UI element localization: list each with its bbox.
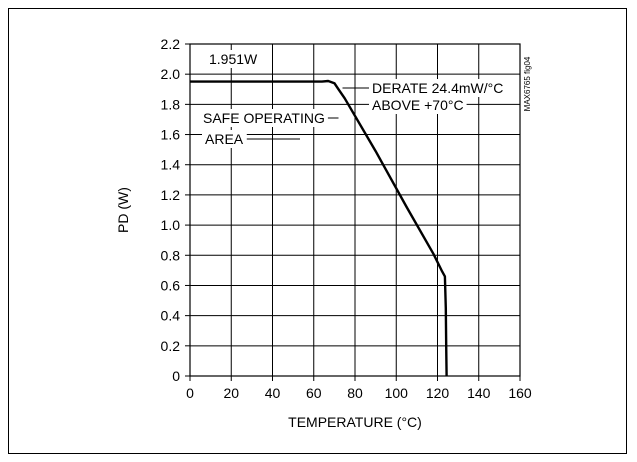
annotation: AREA <box>202 130 247 148</box>
x-tick-label: 120 <box>426 385 450 401</box>
annotation-text: AREA <box>205 131 244 147</box>
x-tick-label: 80 <box>347 385 363 401</box>
y-tick-label: 2.2 <box>161 36 181 52</box>
annotation-text: 1.951W <box>209 51 258 67</box>
annotation: SAFE OPERATING <box>200 109 328 127</box>
y-tick-label: 0.2 <box>161 338 181 354</box>
x-tick-label: 100 <box>385 385 409 401</box>
annotation: 1.951W <box>206 50 262 68</box>
x-axis-label: TEMPERATURE (°C) <box>288 414 422 430</box>
y-tick-label: 0 <box>172 368 180 384</box>
x-tick-label: 20 <box>223 385 239 401</box>
y-tick-label: 1.2 <box>161 187 181 203</box>
y-axis-label: PD (W) <box>115 187 131 233</box>
x-tick-label: 40 <box>265 385 281 401</box>
annotation-text: SAFE OPERATING <box>203 110 325 126</box>
annotation-background <box>369 79 507 97</box>
annotation: DERATE 24.4mW/°C <box>369 79 507 97</box>
x-tick-label: 60 <box>306 385 322 401</box>
annotation-background <box>200 109 328 127</box>
y-tick-label: 0.4 <box>161 308 181 324</box>
figure-id-label: MAX6765 fig04 <box>523 56 532 111</box>
x-tick-label: 0 <box>186 385 194 401</box>
y-tick-label: 2.0 <box>161 66 181 82</box>
annotation: ABOVE +70°C <box>369 96 467 114</box>
y-tick-label: 0.6 <box>161 277 181 293</box>
annotation-background <box>206 50 262 68</box>
annotation-text: DERATE 24.4mW/°C <box>372 80 503 96</box>
chart-ticks: 0 20 40 60 80 100 120 140 160 0 0.2 0.4 0.6 0.8 1.0 1.2… <box>161 36 532 401</box>
y-tick-label: 1.8 <box>161 96 181 112</box>
x-tick-label: 140 <box>467 385 491 401</box>
y-tick-label: 1.0 <box>161 217 181 233</box>
figure-frame <box>8 8 627 454</box>
annotation-background <box>369 96 467 114</box>
chart-grid <box>190 44 520 376</box>
y-tick-label: 1.4 <box>161 157 181 173</box>
annotation-text: ABOVE +70°C <box>372 97 464 113</box>
y-tick-label: 0.8 <box>161 247 181 263</box>
annotation-background <box>202 130 247 148</box>
plot-area-border <box>189 43 521 377</box>
series-line <box>190 79 448 377</box>
chart-series <box>190 79 448 377</box>
x-tick-label: 160 <box>508 385 532 401</box>
y-tick-label: 1.6 <box>161 127 181 143</box>
